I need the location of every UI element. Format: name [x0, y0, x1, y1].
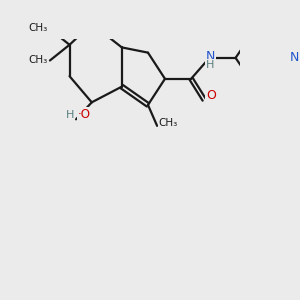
- Text: H: H: [65, 110, 74, 120]
- Text: H: H: [206, 60, 214, 70]
- Text: CH₃: CH₃: [159, 118, 178, 128]
- Text: ·O: ·O: [78, 108, 91, 121]
- Text: O: O: [206, 89, 216, 102]
- Text: N: N: [290, 51, 299, 64]
- Text: CH₃: CH₃: [28, 23, 47, 33]
- Text: CH₃: CH₃: [28, 55, 47, 65]
- Text: N: N: [206, 50, 215, 63]
